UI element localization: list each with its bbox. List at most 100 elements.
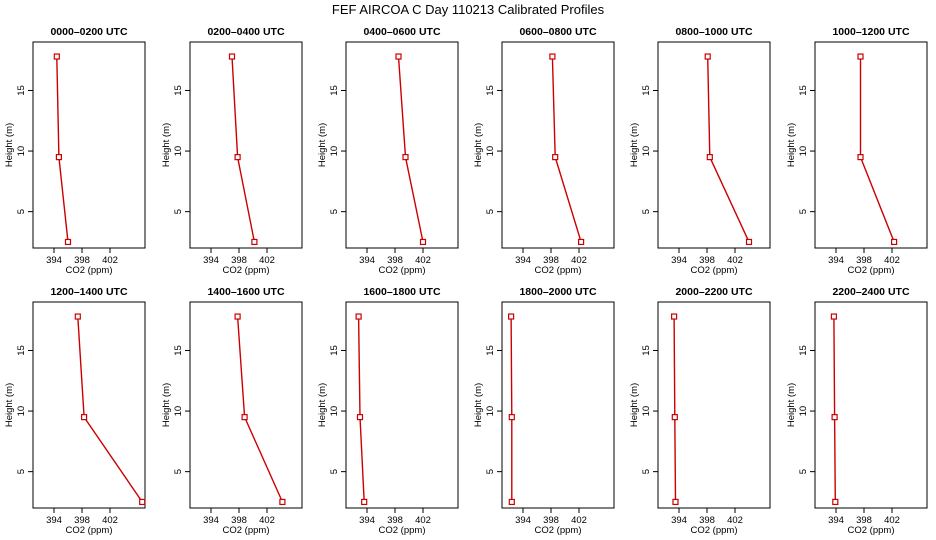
y-tick-label: 5 [329,469,340,474]
x-axis-label: CO2 (ppm) [223,525,270,536]
profile-line [551,56,582,243]
profile-line [236,316,284,503]
y-tick-label: 5 [485,469,496,474]
profile-point [890,238,898,246]
y-tick-label: 5 [16,209,27,214]
y-tick-label: 10 [798,146,809,157]
x-axis-label: CO2 (ppm) [223,265,270,276]
x-tick-label: 394 [359,515,375,526]
figure-title: FEF AIRCOA C Day 110213 Calibrated Profi… [332,2,605,17]
y-axis-label: Height (m) [629,123,640,167]
y-tick-label: 10 [329,406,340,417]
x-tick-label: 394 [203,255,219,266]
x-tick-label: 394 [828,255,844,266]
panel-title: 1800–2000 UTC [519,286,596,298]
x-tick-label: 394 [828,515,844,526]
profile-point [508,414,515,421]
panel-title: 1400–1600 UTC [207,286,284,298]
profile-point [241,414,248,421]
panel-title: 0800–1000 UTC [675,26,752,38]
x-tick-label: 398 [74,515,90,526]
x-axis-label: CO2 (ppm) [691,525,738,536]
y-axis-label: Height (m) [4,383,15,427]
profile-point [355,313,362,320]
y-tick-label: 15 [798,345,809,356]
profile-point [672,498,679,506]
y-tick-label: 15 [641,345,652,356]
x-tick-label: 398 [387,515,403,526]
x-tick-label: 402 [727,255,743,266]
plot-frame [189,301,303,509]
profile-point [356,414,364,421]
profile-point [53,53,60,60]
y-tick-label: 10 [329,146,340,157]
y-tick-label: 5 [173,469,184,474]
profile-point [279,498,286,506]
y-axis-label: Height (m) [317,383,328,427]
plot-frame [189,41,303,249]
y-tick-label: 10 [485,406,496,417]
plot-frame [814,301,928,509]
panel-title: 0200–0400 UTC [207,26,284,38]
profile-point [577,238,585,246]
y-tick-label: 15 [485,345,496,356]
plot-frame [657,41,771,249]
panel-title: 2000–2200 UTC [675,286,752,298]
x-tick-label: 398 [856,515,872,526]
y-tick-label: 5 [485,209,496,214]
y-axis-label: Height (m) [786,383,797,427]
panel-title: 2200–2400 UTC [832,286,909,298]
y-axis-label: Height (m) [473,123,484,167]
plot-frame [32,41,146,249]
profile-point [706,154,713,161]
y-tick-label: 5 [641,469,652,474]
y-tick-label: 5 [798,469,809,474]
x-tick-label: 402 [571,515,587,526]
y-tick-label: 15 [485,85,496,96]
profile-point [55,154,63,161]
plot-frame [32,301,146,509]
x-axis-label: CO2 (ppm) [535,525,582,536]
profile-point [80,414,88,421]
profile-point [508,313,515,320]
x-tick-label: 402 [259,515,275,526]
plot-frame [501,41,615,249]
panel-title: 0400–0600 UTC [363,26,440,38]
y-tick-label: 10 [16,406,27,417]
panel-title: 1000–1200 UTC [832,26,909,38]
y-tick-label: 5 [329,209,340,214]
x-axis-label: CO2 (ppm) [848,525,895,536]
profile-point [419,238,427,246]
panel-title: 0600–0800 UTC [519,26,596,38]
profile-line [707,56,750,243]
y-tick-label: 15 [173,345,184,356]
profile-point [832,498,839,506]
y-tick-label: 15 [798,85,809,96]
y-tick-label: 10 [173,146,184,157]
y-tick-label: 5 [173,209,184,214]
y-axis-label: Height (m) [629,383,640,427]
y-axis-label: Height (m) [473,383,484,427]
profile-line [673,316,677,502]
profile-point [64,238,72,246]
y-tick-label: 15 [329,345,340,356]
y-tick-label: 15 [641,85,652,96]
panel-title: 0000–0200 UTC [50,26,127,38]
profile-point [508,498,515,506]
profile-point [228,53,236,60]
x-tick-label: 398 [699,255,715,266]
y-axis-label: Height (m) [4,123,15,167]
x-tick-label: 402 [102,255,118,266]
profile-point [670,313,678,320]
profile-point [361,498,368,506]
profile-point [857,154,864,161]
x-tick-label: 394 [203,515,219,526]
profile-line [56,56,69,242]
